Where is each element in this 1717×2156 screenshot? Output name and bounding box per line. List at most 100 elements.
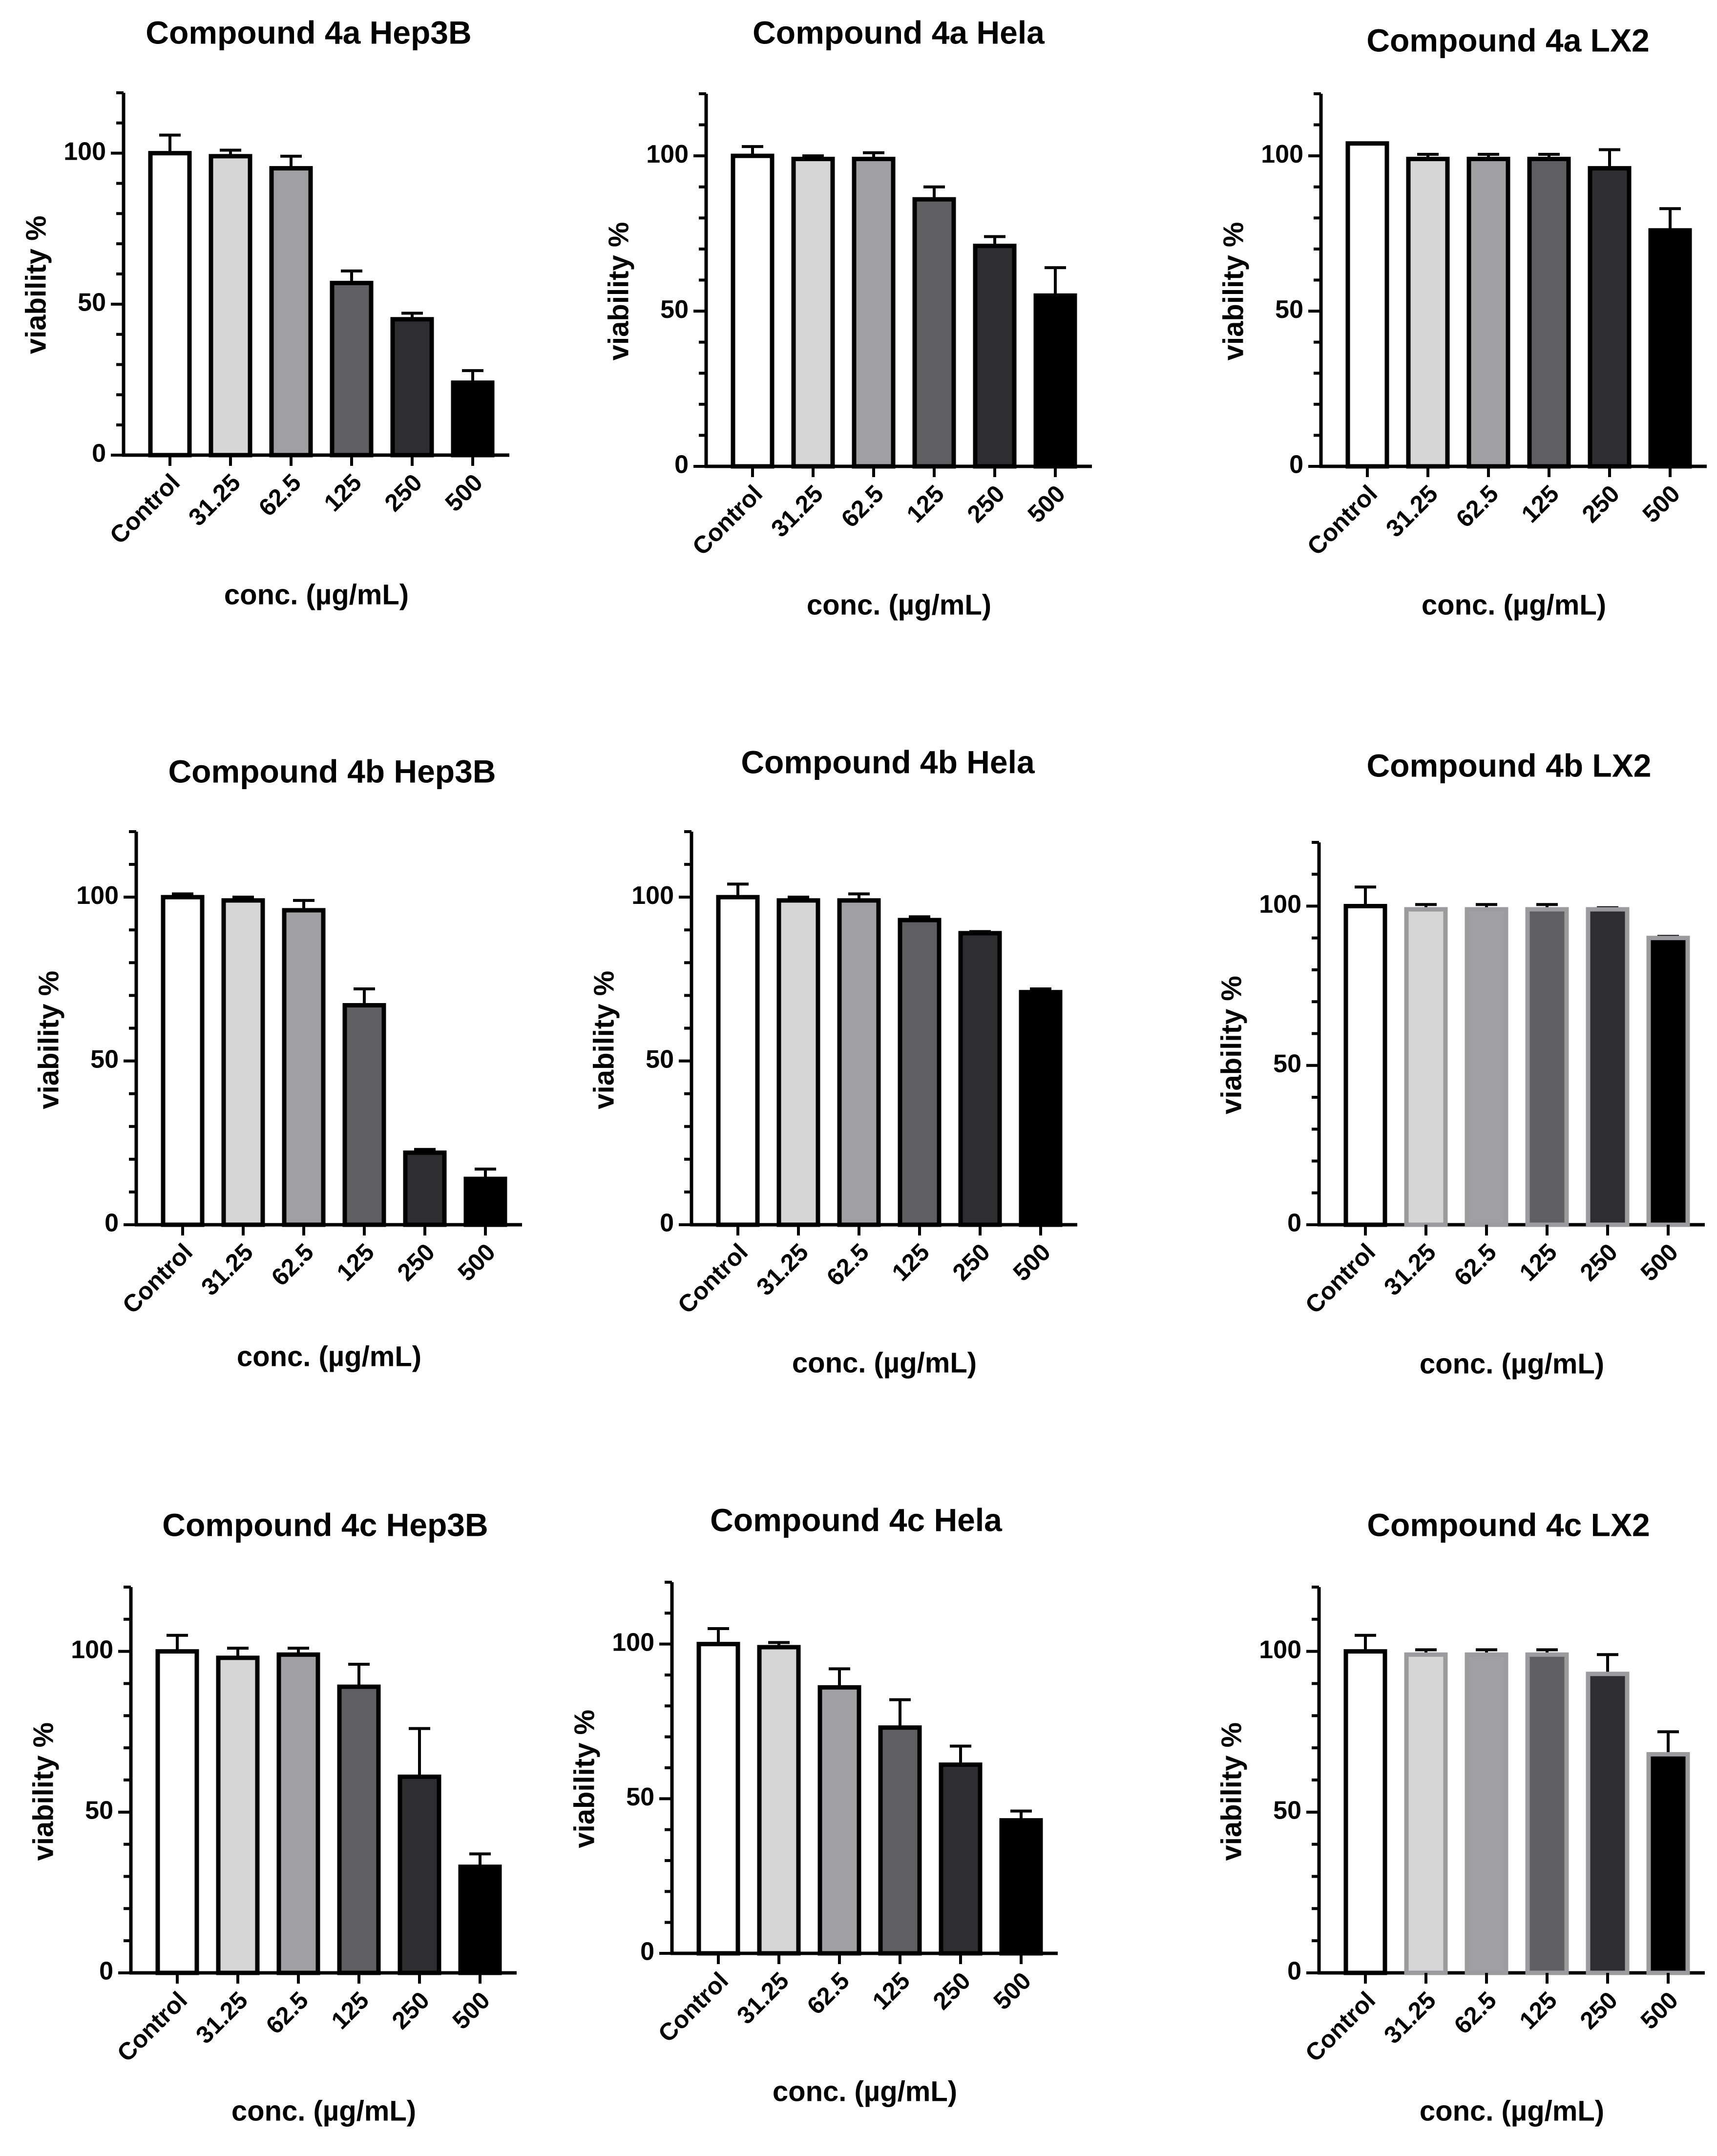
x-tick-label: 500 — [988, 1967, 1037, 2015]
x-tick-label: 125 — [887, 1238, 935, 1287]
x-tick-label: 125 — [1514, 1238, 1563, 1287]
bar-62.5 — [837, 898, 881, 1227]
x-tick-label: 125 — [332, 1238, 380, 1287]
x-tick-label: 31.25 — [196, 1238, 258, 1301]
chart-panel-2: Compound 4a Hela 0 50 100 viability % Control… — [603, 14, 1092, 621]
chart-title: Compound 4c LX2 — [1367, 1507, 1650, 1543]
y-tick-label: 0 — [1287, 1209, 1301, 1237]
y-axis-label: viability % — [603, 222, 634, 361]
y-tick-label: 50 — [85, 1797, 113, 1825]
y-tick-label: 50 — [660, 295, 689, 324]
x-axis-label: conc. (µg/mL) — [792, 1347, 977, 1379]
bar-125 — [912, 197, 956, 469]
chart-title: Compound 4c Hela — [710, 1502, 1003, 1538]
x-tick-label: 250 — [947, 1238, 996, 1287]
x-tick-label: 125 — [1516, 480, 1565, 528]
bar-250 — [1586, 1672, 1630, 1975]
x-tick-label: 125 — [1514, 1987, 1563, 2035]
x-tick-label: 31.25 — [190, 1987, 253, 2049]
bar-500 — [451, 380, 495, 458]
y-tick-label: 0 — [92, 440, 106, 468]
x-tick-label: Control — [653, 1967, 733, 2048]
y-axis-label: viability % — [588, 971, 620, 1109]
y-tick-label: 0 — [1289, 451, 1303, 479]
bar-Control — [155, 1649, 199, 1975]
chart-title: Compound 4a LX2 — [1366, 22, 1649, 58]
bar-125 — [330, 281, 374, 458]
chart-title: Compound 4a Hep3B — [146, 14, 471, 50]
y-tick-label: 100 — [1259, 1635, 1301, 1664]
y-tick-label: 100 — [71, 1635, 113, 1664]
y-tick-label: 100 — [631, 881, 674, 910]
x-tick-label: 250 — [1575, 1238, 1623, 1287]
bar-500 — [1033, 293, 1077, 469]
x-tick-label: 62.5 — [1449, 1238, 1502, 1291]
y-tick-label: 100 — [646, 140, 689, 168]
bar-500 — [1648, 228, 1692, 469]
x-tick-label: 250 — [379, 469, 428, 517]
y-axis-label: viability % — [1215, 1722, 1247, 1861]
bar-125 — [898, 918, 942, 1227]
chart-panel-5: Compound 4b Hela 0 50 100 viability % Control… — [588, 744, 1077, 1379]
bar-250 — [403, 1150, 447, 1227]
x-tick-label: Control — [105, 469, 185, 549]
bar-125 — [1525, 907, 1569, 1227]
bar-62.5 — [817, 1685, 861, 1956]
x-tick-label: 500 — [1023, 480, 1071, 528]
y-tick-label: 100 — [612, 1628, 654, 1656]
bar-125 — [1525, 1652, 1569, 1975]
y-tick-label: 50 — [1273, 1049, 1301, 1078]
bar-500 — [1646, 1752, 1690, 1975]
x-tick-label: 250 — [1577, 480, 1625, 528]
y-axis-label: viability % — [27, 1722, 59, 1861]
bar-31.25 — [1404, 907, 1448, 1227]
bar-31.25 — [776, 898, 820, 1227]
chart-panel-9: Compound 4c LX2 0 50 100 viability % Control3… — [1215, 1507, 1705, 2127]
x-tick-label: 31.25 — [1381, 480, 1443, 543]
bar-62.5 — [276, 1652, 320, 1975]
x-tick-label: 250 — [392, 1238, 440, 1287]
chart-panel-6: Compound 4b LX2 0 50 100 viability % Control3… — [1215, 747, 1705, 1380]
chart-panel-8: Compound 4c Hela 0 50 100 viability % Control… — [568, 1502, 1058, 2107]
bar-62.5 — [1466, 157, 1510, 469]
x-tick-label: Control — [112, 1987, 192, 2067]
x-axis-label: conc. (µg/mL) — [1420, 1348, 1604, 1380]
bar-62.5 — [1465, 1652, 1508, 1975]
x-tick-label: 31.25 — [766, 480, 828, 543]
x-tick-label: 62.5 — [802, 1967, 855, 2020]
y-tick-label: 50 — [90, 1045, 119, 1073]
x-tick-label: 250 — [387, 1987, 435, 2035]
bar-250 — [390, 317, 434, 458]
bar-31.25 — [221, 898, 265, 1227]
x-tick-label: Control — [672, 1238, 753, 1319]
chart-panel-1: Compound 4a Hep3B 0 50 100 viability % Contro… — [20, 14, 509, 610]
y-axis-label: viability % — [33, 971, 64, 1109]
x-tick-label: 500 — [453, 1238, 501, 1287]
bar-500 — [458, 1864, 502, 1975]
bar-62.5 — [1465, 907, 1508, 1227]
bar-62.5 — [269, 166, 313, 458]
x-tick-label: Control — [1302, 480, 1382, 561]
bar-500 — [999, 1818, 1043, 1956]
y-tick-label: 0 — [674, 451, 689, 479]
bar-31.25 — [209, 154, 252, 458]
bar-125 — [878, 1725, 922, 1956]
y-tick-label: 100 — [76, 881, 119, 910]
bar-Control — [716, 895, 760, 1227]
y-tick-label: 0 — [99, 1957, 113, 1986]
bar-125 — [337, 1684, 381, 1975]
bar-Control — [148, 151, 192, 458]
x-tick-label: 31.25 — [1379, 1238, 1441, 1301]
y-tick-label: 50 — [78, 289, 106, 317]
bar-250 — [398, 1774, 441, 1975]
x-tick-label: 250 — [1575, 1987, 1623, 2035]
chart-panel-4: Compound 4b Hep3B 0 50 100 viability % Contro… — [33, 753, 522, 1372]
chart-title: Compound 4b Hep3B — [168, 753, 496, 789]
y-tick-label: 0 — [1287, 1957, 1301, 1986]
bar-62.5 — [852, 157, 896, 469]
y-tick-label: 0 — [660, 1209, 674, 1237]
y-tick-label: 100 — [63, 137, 106, 166]
x-tick-label: 500 — [440, 469, 488, 517]
x-tick-label: 62.5 — [836, 480, 889, 533]
